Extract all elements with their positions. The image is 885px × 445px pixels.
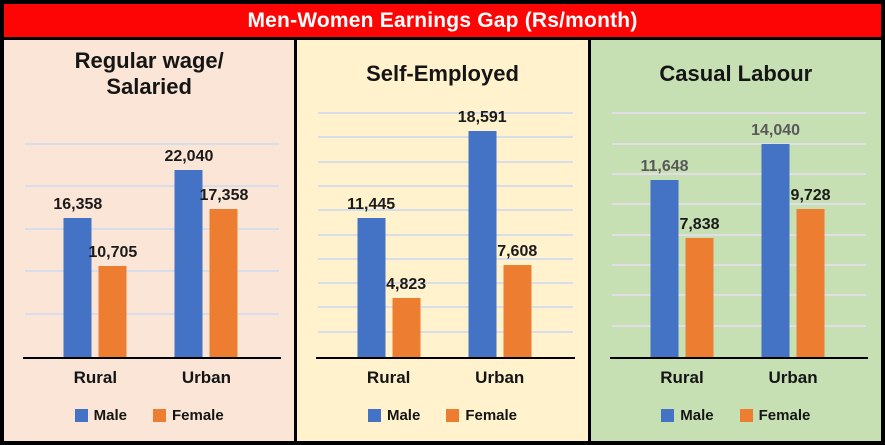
chart-title: Casual Labour xyxy=(659,60,813,86)
legend-item-female: Female xyxy=(739,406,811,424)
gridline xyxy=(611,203,866,206)
bar-male-urban: 18,591 xyxy=(458,109,507,357)
gridline xyxy=(611,263,866,266)
gridline xyxy=(318,185,573,187)
gridline xyxy=(25,142,280,145)
gridline xyxy=(25,312,280,315)
gridline xyxy=(318,330,573,333)
legend-swatch-male xyxy=(661,408,675,422)
legend-swatch-male xyxy=(74,408,88,422)
legend-item-male: Male xyxy=(367,406,421,424)
bar-female-urban: 17,358 xyxy=(199,187,248,357)
legend-label-female: Female xyxy=(758,406,811,424)
bar-group-urban: 14,040 9,728 xyxy=(751,122,831,357)
gridline xyxy=(611,233,866,236)
legend-label-female: Female xyxy=(171,406,224,424)
gridline xyxy=(611,324,866,327)
bar-female-rural: 4,823 xyxy=(386,276,426,357)
bar-male-rural: 11,648 xyxy=(640,158,689,357)
bar-group-urban: 22,040 17,358 xyxy=(164,148,248,357)
gridline xyxy=(25,185,280,187)
figure-title: Men-Women Earnings Gap (Rs/month) xyxy=(247,8,638,32)
bar-male-rural: 11,445 xyxy=(347,196,395,357)
gridline xyxy=(611,294,866,297)
chart-panels: Regular wage/Salaried 16,358 10,705 22,040 1… xyxy=(4,40,881,441)
data-label-male-urban: 18,591 xyxy=(457,109,507,127)
chart-panel-regular-wage-salaried: Regular wage/Salaried 16,358 10,705 22,040 1… xyxy=(4,40,295,441)
gridline xyxy=(318,209,573,212)
data-label-male-rural: 11,648 xyxy=(640,158,689,176)
x-label-rural: Rural xyxy=(73,368,118,387)
gridline xyxy=(318,282,573,285)
bar-group-rural: 11,445 4,823 xyxy=(347,196,426,357)
legend-label-male: Male xyxy=(386,406,421,424)
bar-male-urban: 14,040 xyxy=(751,122,800,357)
legend-swatch-female xyxy=(739,408,753,422)
x-axis-labels: Rural Urban xyxy=(23,359,281,395)
plot-area: 11,648 7,838 14,040 9,728 xyxy=(609,102,868,359)
x-axis-labels: Rural Urban xyxy=(610,359,868,395)
legend-item-female: Female xyxy=(152,406,224,424)
legend: Male Female xyxy=(297,395,587,441)
bar-female-urban: 9,728 xyxy=(791,187,831,357)
bar-male-rural: 16,358 xyxy=(53,196,102,357)
bar-male-urban: 22,040 xyxy=(164,148,213,357)
data-label-female-urban: 7,608 xyxy=(497,242,538,260)
data-label-female-urban: 9,728 xyxy=(790,187,831,205)
legend: Male Female xyxy=(4,395,294,441)
gridline xyxy=(25,227,280,230)
bar-group-rural: 16,358 10,705 xyxy=(53,196,137,357)
legend-item-male: Male xyxy=(661,406,714,424)
gridline xyxy=(25,270,280,272)
gridline xyxy=(611,172,866,175)
legend-swatch-male xyxy=(367,408,381,422)
figure-header: Men-Women Earnings Gap (Rs/month) xyxy=(4,4,881,40)
data-label-female-urban: 17,358 xyxy=(199,187,249,205)
bar-group-rural: 11,648 7,838 xyxy=(640,158,720,357)
legend-item-male: Male xyxy=(74,406,127,424)
data-label-female-rural: 10,705 xyxy=(88,244,138,262)
legend-swatch-female xyxy=(446,408,460,422)
x-label-rural: Rural xyxy=(660,368,704,387)
x-axis-labels: Rural Urban xyxy=(316,359,574,395)
data-label-male-urban: 14,040 xyxy=(751,121,801,139)
gridline xyxy=(318,257,573,260)
data-label-female-rural: 7,838 xyxy=(679,216,720,234)
x-label-urban: Urban xyxy=(181,368,231,387)
legend-item-female: Female xyxy=(446,407,517,424)
x-label-urban: Urban xyxy=(768,368,818,387)
legend-label-female: Female xyxy=(465,406,518,424)
gridline xyxy=(318,233,573,236)
data-label-male-rural: 11,445 xyxy=(347,196,396,214)
gridline xyxy=(611,112,866,115)
gridline xyxy=(318,306,573,309)
plot-area: 11,445 4,823 18,591 7,608 xyxy=(316,102,575,359)
chart-panel-casual-labour: Casual Labour 11,648 7,838 14,040 9,728 Rural… xyxy=(587,40,881,441)
bar-female-rural: 7,838 xyxy=(679,216,720,357)
bar-female-rural: 10,705 xyxy=(88,244,137,357)
gridline xyxy=(318,112,573,115)
chart-title: Self-Employed xyxy=(366,60,519,86)
x-label-urban: Urban xyxy=(475,368,525,387)
legend-swatch-female xyxy=(152,408,166,422)
bar-female-urban: 7,608 xyxy=(497,243,537,357)
bar-group-urban: 18,591 7,608 xyxy=(458,109,537,357)
data-label-male-rural: 16,358 xyxy=(53,195,103,213)
chart-title: Regular wage/Salaried xyxy=(74,47,224,99)
legend-label-male: Male xyxy=(680,406,714,424)
gridline xyxy=(318,160,573,163)
legend-label-male: Male xyxy=(93,406,127,424)
chart-panel-self-employed: Self-Employed 11,445 4,823 18,591 7,608 Rural… xyxy=(294,40,588,441)
data-label-male-urban: 22,040 xyxy=(164,147,214,165)
x-label-rural: Rural xyxy=(366,368,411,387)
data-label-female-rural: 4,823 xyxy=(386,276,427,294)
gridline xyxy=(611,142,866,145)
legend: Male Female xyxy=(591,395,881,441)
plot-area: 16,358 10,705 22,040 17,358 xyxy=(23,102,282,359)
gridline xyxy=(318,136,573,139)
